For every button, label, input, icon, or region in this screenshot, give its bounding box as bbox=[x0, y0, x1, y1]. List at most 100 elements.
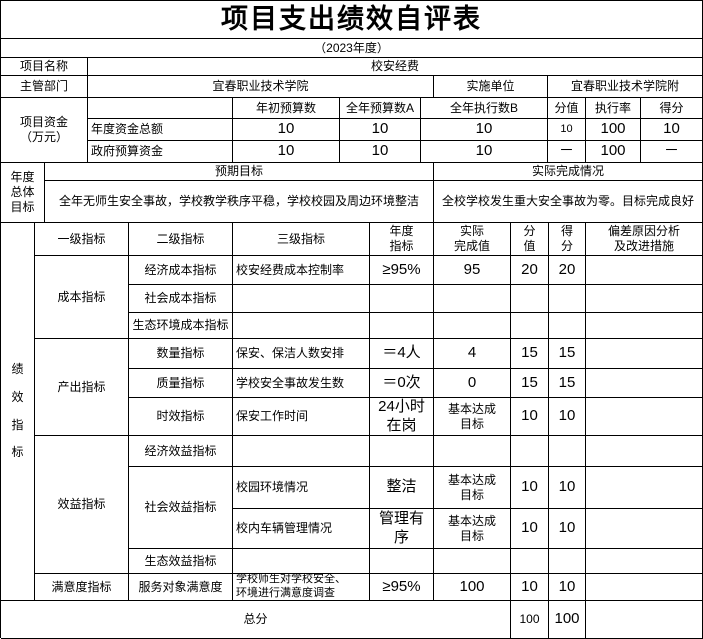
funds-init-value: 10 bbox=[233, 119, 340, 141]
annual-target-cell: ＝4人 bbox=[370, 339, 434, 369]
level2-cell: 生态效益指标 bbox=[129, 549, 233, 574]
deviation-cell bbox=[586, 256, 703, 285]
funds-init-value: 10 bbox=[233, 141, 340, 163]
satisfaction-group-label: 满意度指标 bbox=[35, 574, 129, 601]
department-row: 主管部门 宜春职业技术学院 实施单位 宜春职业技术学院附 bbox=[1, 76, 703, 98]
page-title: 项目支出绩效自评表 bbox=[1, 1, 703, 39]
benefit-group-label: 效益指标 bbox=[35, 436, 129, 574]
funds-annual-value: 10 bbox=[340, 119, 421, 141]
weight-cell bbox=[511, 313, 549, 339]
level3-cell: 学校师生对学校安全、 环境进行满意度调查 bbox=[233, 574, 370, 601]
level3-cell bbox=[233, 549, 370, 574]
funds-header-blank bbox=[88, 98, 233, 119]
level3-cell bbox=[233, 313, 370, 339]
weight-cell bbox=[511, 436, 549, 467]
funds-annual-value: 10 bbox=[340, 141, 421, 163]
table-row: 社会成本指标 bbox=[129, 285, 703, 313]
deviation-cell bbox=[586, 574, 703, 601]
actual-cell bbox=[434, 549, 511, 574]
level2-cell: 经济成本指标 bbox=[129, 256, 233, 285]
level2-cell: 数量指标 bbox=[129, 339, 233, 369]
funds-exec-value: 10 bbox=[421, 119, 548, 141]
score-cell: 10 bbox=[549, 398, 586, 436]
level2-cell: 社会成本指标 bbox=[129, 285, 233, 313]
performance-band: 绩 效 指 标 一级指标 二级指标 三级指标 年度 指标 实际 完成值 分 值 … bbox=[1, 223, 703, 601]
dept-value: 宜春职业技术学院 bbox=[88, 76, 434, 98]
funds-header-annual: 全年预算数A bbox=[340, 98, 421, 119]
year-subtitle: （2023年度） bbox=[1, 39, 703, 58]
indicator-header-row: 一级指标 二级指标 三级指标 年度 指标 实际 完成值 分 值 得 分 偏差原因… bbox=[35, 223, 703, 256]
level3-cell: 校园环境情况 bbox=[233, 467, 370, 509]
score-cell: 10 bbox=[549, 467, 586, 509]
level2-cell: 时效指标 bbox=[129, 398, 233, 436]
output-group: 产出指标 数量指标 保安、保洁人数安排 ＝4人 4 15 15 质量指标 学校安… bbox=[35, 339, 703, 436]
project-name-label: 项目名称 bbox=[1, 58, 88, 76]
actual-cell: 100 bbox=[434, 574, 511, 601]
deviation-cell bbox=[586, 549, 703, 574]
annual-target-cell: ＝0次 bbox=[370, 369, 434, 398]
score-cell: 10 bbox=[549, 574, 586, 601]
level3-cell: 保安工作时间 bbox=[233, 398, 370, 436]
cost-group: 成本指标 经济成本指标 校安经费成本控制率 ≥95% 95 20 20 社会成本… bbox=[35, 256, 703, 339]
level3-cell bbox=[233, 436, 370, 467]
satisfaction-row: 满意度指标 服务对象满意度 学校师生对学校安全、 环境进行满意度调查 ≥95% … bbox=[35, 574, 703, 601]
table-row: 生态环境成本指标 bbox=[129, 313, 703, 339]
annual-target-cell: 24小时 在岗 bbox=[370, 398, 434, 436]
funds-exec-value: 10 bbox=[421, 141, 548, 163]
annual-target-cell: ≥95% bbox=[370, 574, 434, 601]
annual-target-cell: 管理有 序 bbox=[370, 509, 434, 549]
header-annual-target: 年度 指标 bbox=[370, 223, 434, 256]
level2-cell: 生态环境成本指标 bbox=[129, 313, 233, 339]
total-score-value: 100 bbox=[549, 601, 586, 639]
actual-cell: 0 bbox=[434, 369, 511, 398]
performance-label: 绩 效 指 标 bbox=[1, 223, 35, 601]
weight-cell: 15 bbox=[511, 339, 549, 369]
funds-header-row: 年初预算数 全年预算数A 全年执行数B 分值 执行率 得分 bbox=[88, 98, 703, 119]
table-row: 数量指标 保安、保洁人数安排 ＝4人 4 15 15 bbox=[129, 339, 703, 369]
funds-header-rate: 执行率 bbox=[586, 98, 641, 119]
table-row: 校内车辆管理情况 管理有 序 基本达成 目标 10 10 bbox=[233, 509, 703, 549]
actual-cell: 基本达成 目标 bbox=[434, 398, 511, 436]
dept-label: 主管部门 bbox=[1, 76, 88, 98]
level2-cell: 经济效益指标 bbox=[129, 436, 233, 467]
header-weight: 分 值 bbox=[511, 223, 549, 256]
actual-cell: 基本达成 目标 bbox=[434, 509, 511, 549]
impl-unit-label: 实施单位 bbox=[434, 76, 548, 98]
annual-goal-band: 年度 总体 目标 预期目标 实际完成情况 全年无师生安全事故，学校教学秩序平稳，… bbox=[1, 163, 703, 223]
score-cell: 20 bbox=[549, 256, 586, 285]
deviation-cell bbox=[586, 313, 703, 339]
funds-row-gov: 政府预算资金 10 10 10 － 100 － bbox=[88, 141, 703, 163]
actual-result-text: 全校学校发生重大安全事故为零。目标完成良好 bbox=[434, 181, 703, 223]
funds-header-init: 年初预算数 bbox=[233, 98, 340, 119]
score-cell: 15 bbox=[549, 369, 586, 398]
deviation-cell bbox=[586, 369, 703, 398]
total-weight-value: 100 bbox=[511, 601, 549, 639]
social-benefit-subgroup: 社会效益指标 校园环境情况 整洁 基本达成 目标 10 10 bbox=[129, 467, 703, 549]
total-deviation-cell bbox=[586, 601, 703, 639]
actual-cell bbox=[434, 313, 511, 339]
deviation-cell bbox=[586, 398, 703, 436]
impl-unit-value: 宜春职业技术学院附 bbox=[548, 76, 703, 98]
deviation-cell bbox=[586, 436, 703, 467]
weight-cell bbox=[511, 285, 549, 313]
header-level1: 一级指标 bbox=[35, 223, 129, 256]
score-cell bbox=[549, 285, 586, 313]
funds-header-weight: 分值 bbox=[548, 98, 586, 119]
funds-row-total: 年度资金总额 10 10 10 10 100 10 bbox=[88, 119, 703, 141]
actual-cell bbox=[434, 285, 511, 313]
expected-goal-header: 预期目标 bbox=[45, 163, 434, 181]
level2-cell: 服务对象满意度 bbox=[129, 574, 233, 601]
expected-goal-text: 全年无师生安全事故，学校教学秩序平稳，学校校园及周边环境整洁 bbox=[45, 181, 434, 223]
header-score: 得 分 bbox=[549, 223, 586, 256]
header-level3: 三级指标 bbox=[233, 223, 370, 256]
header-deviation: 偏差原因分析 及改进措施 bbox=[586, 223, 703, 256]
funds-label: 项目资金 （万元） bbox=[1, 98, 88, 163]
table-row: 经济效益指标 bbox=[129, 436, 703, 467]
total-label: 总分 bbox=[1, 601, 511, 639]
funds-weight-value: － bbox=[548, 141, 586, 163]
deviation-cell bbox=[586, 467, 703, 509]
actual-cell bbox=[434, 436, 511, 467]
actual-cell: 95 bbox=[434, 256, 511, 285]
actual-cell: 4 bbox=[434, 339, 511, 369]
